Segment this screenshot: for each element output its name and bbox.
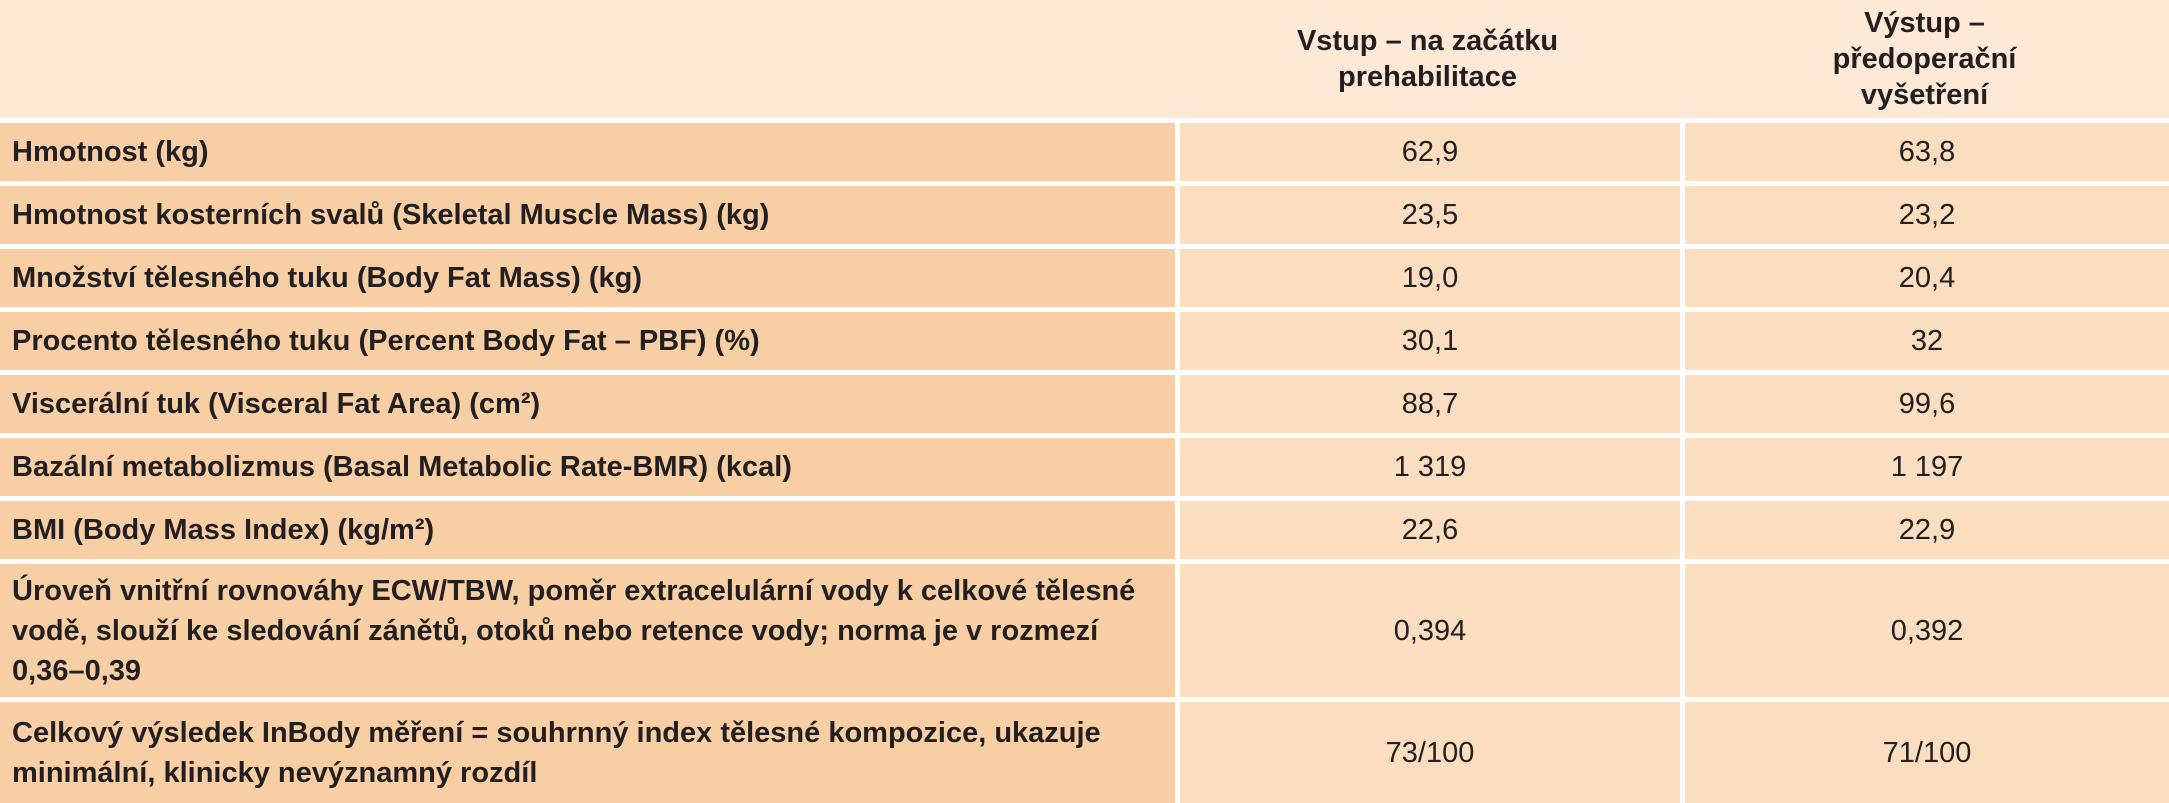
row-label: Celkový výsledek InBody měření = souhrnn… [0, 702, 1175, 803]
table-row: Úroveň vnitřní rovnováhy ECW/TBW, poměr … [0, 564, 2169, 702]
header-empty [0, 0, 1175, 123]
value-cell: 32 [1680, 312, 2169, 375]
header-text: Vstup – na začátku prehabilitace [1296, 25, 1559, 93]
value-cell: 19,0 [1175, 249, 1680, 312]
value-cell: 22,9 [1680, 501, 2169, 564]
value-cell: 73/100 [1175, 702, 1680, 803]
value-cell: 1 197 [1680, 438, 2169, 501]
row-label: Hmotnost kosterních svalů (Skeletal Musc… [0, 186, 1175, 249]
header-row: Vstup – na začátku prehabilitace Výstup … [0, 0, 2169, 123]
row-label: Viscerální tuk (Visceral Fat Area) (cm²) [0, 375, 1175, 438]
table-row: Celkový výsledek InBody měření = souhrnn… [0, 702, 2169, 803]
table-row: Procento tělesného tuku (Percent Body Fa… [0, 312, 2169, 375]
row-label: Množství tělesného tuku (Body Fat Mass) … [0, 249, 1175, 312]
value-cell: 88,7 [1175, 375, 1680, 438]
value-cell: 22,6 [1175, 501, 1680, 564]
row-label: Bazální metabolizmus (Basal Metabolic Ra… [0, 438, 1175, 501]
value-cell: 62,9 [1175, 123, 1680, 186]
table-row: BMI (Body Mass Index) (kg/m²) 22,6 22,9 [0, 501, 2169, 564]
row-label: Hmotnost (kg) [0, 123, 1175, 186]
value-cell: 0,392 [1680, 564, 2169, 702]
value-cell: 99,6 [1680, 375, 2169, 438]
header-text: Výstup – předoperační vyšetření [1832, 7, 2017, 111]
value-cell: 1 319 [1175, 438, 1680, 501]
row-label: BMI (Body Mass Index) (kg/m²) [0, 501, 1175, 564]
value-cell: 30,1 [1175, 312, 1680, 375]
header-cell: Vstup – na začátku prehabilitace [1175, 0, 1680, 123]
table-row: Hmotnost (kg) 62,9 63,8 [0, 123, 2169, 186]
value-cell: 63,8 [1680, 123, 2169, 186]
row-label: Procento tělesného tuku (Percent Body Fa… [0, 312, 1175, 375]
value-cell: 23,5 [1175, 186, 1680, 249]
value-cell: 71/100 [1680, 702, 2169, 803]
value-cell: 0,394 [1175, 564, 1680, 702]
row-label: Úroveň vnitřní rovnováhy ECW/TBW, poměr … [0, 564, 1175, 702]
table-row: Viscerální tuk (Visceral Fat Area) (cm²)… [0, 375, 2169, 438]
value-cell: 23,2 [1680, 186, 2169, 249]
table-row: Bazální metabolizmus (Basal Metabolic Ra… [0, 438, 2169, 501]
value-cell: 20,4 [1680, 249, 2169, 312]
table-body: Hmotnost (kg) 62,9 63,8 Hmotnost kosterních… [0, 123, 2169, 803]
table-row: Množství tělesného tuku (Body Fat Mass) … [0, 249, 2169, 312]
header-cell: Výstup – předoperační vyšetření [1680, 0, 2169, 123]
table-row: Hmotnost kosterních svalů (Skeletal Musc… [0, 186, 2169, 249]
